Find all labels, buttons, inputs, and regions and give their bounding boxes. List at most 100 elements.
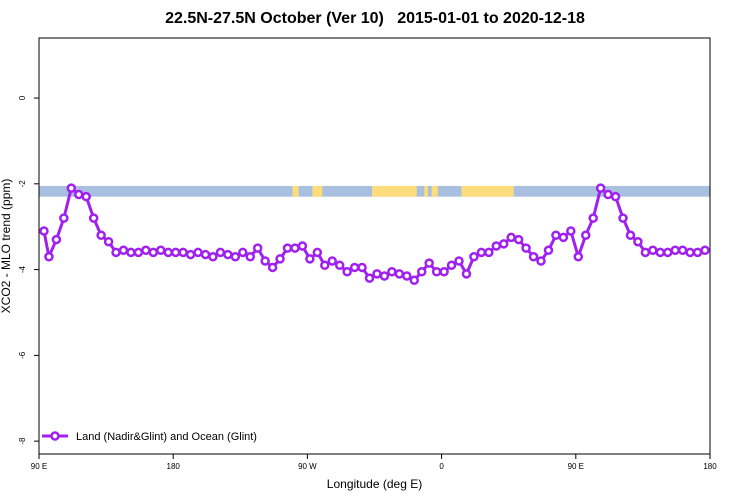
data-point — [692, 247, 703, 258]
series-line — [42, 185, 706, 283]
data-point — [528, 251, 539, 262]
series-layer — [39, 183, 710, 286]
land-segment — [292, 185, 299, 197]
data-point — [66, 183, 77, 193]
data-point — [387, 266, 397, 277]
data-point — [648, 245, 658, 256]
data-point — [357, 262, 367, 273]
data-point — [588, 213, 598, 223]
data-point — [685, 247, 695, 258]
data-point — [297, 241, 308, 251]
data-point — [96, 230, 106, 241]
data-point — [327, 256, 338, 266]
land-segment — [372, 185, 417, 197]
data-point — [439, 266, 449, 277]
data-point — [521, 243, 531, 253]
data-point — [558, 232, 569, 243]
y-axis-label: XCO2 - MLO trend (ppm) — [0, 179, 13, 314]
data-point — [170, 247, 181, 258]
data-point — [111, 247, 121, 258]
legend-marker — [50, 431, 60, 441]
data-point — [402, 271, 412, 281]
data-point — [238, 247, 248, 258]
axes: 90 E 180 90 W 0 90 E 180 0 -2 -4 -6 -8 Longitude (d… — [0, 37, 717, 491]
data-point — [163, 247, 173, 258]
data-point — [178, 247, 188, 258]
data-point — [446, 260, 457, 271]
data-point — [372, 269, 382, 279]
data-point — [498, 239, 509, 249]
data-point — [610, 191, 621, 202]
surface-band — [39, 185, 710, 197]
data-point — [51, 234, 62, 245]
data-point — [200, 249, 211, 260]
chart-title: 22.5N-27.5N October (Ver 10) 2015-01-01 … — [165, 10, 585, 27]
data-point — [677, 245, 688, 256]
x-tick-label: 180 — [703, 462, 717, 471]
data-point — [633, 236, 643, 247]
data-point — [312, 247, 323, 258]
data-point — [640, 247, 651, 258]
data-point — [39, 226, 49, 236]
data-point — [416, 266, 427, 277]
data-point — [267, 262, 278, 273]
data-point — [663, 247, 673, 258]
data-point — [193, 247, 203, 258]
data-point — [74, 189, 84, 200]
data-point — [618, 213, 628, 223]
data-point — [260, 256, 270, 266]
data-point — [349, 262, 360, 273]
land-segment — [461, 185, 514, 197]
data-point — [625, 230, 636, 241]
data-point — [81, 191, 91, 202]
data-point — [252, 243, 263, 253]
data-point — [118, 245, 129, 256]
data-point — [536, 256, 546, 266]
data-point — [103, 236, 114, 247]
data-point — [543, 245, 554, 256]
data-point — [461, 269, 472, 279]
land-segment — [424, 185, 428, 197]
data-point — [655, 247, 666, 258]
data-point — [334, 260, 345, 271]
data-point — [394, 269, 405, 279]
y-tick-label: -8 — [18, 437, 27, 445]
data-point — [476, 247, 487, 258]
data-point — [208, 251, 218, 262]
data-point — [275, 254, 285, 264]
data-point — [603, 189, 613, 200]
land-segment — [431, 185, 438, 197]
data-point — [491, 241, 502, 251]
data-point — [156, 245, 166, 256]
data-point — [230, 251, 241, 262]
data-point — [305, 254, 315, 264]
land-segment — [312, 185, 323, 197]
data-point — [513, 234, 524, 245]
data-point — [185, 249, 196, 260]
data-point — [573, 251, 584, 262]
data-point — [580, 230, 591, 241]
x-axis-label: Longitude (deg E) — [327, 477, 422, 491]
y-tick-label: -2 — [18, 180, 27, 188]
data-point — [245, 251, 255, 262]
data-point — [670, 245, 680, 256]
data-point — [320, 260, 330, 271]
data-point — [290, 243, 300, 253]
x-tick-label: 90 E — [568, 462, 584, 471]
data-point — [133, 247, 144, 258]
data-point — [566, 226, 576, 236]
x-tick-label: 180 — [167, 462, 181, 471]
data-point — [364, 273, 375, 283]
data-point — [484, 247, 494, 258]
legend-label: Land (Nadir&Glint) and Ocean (Glint) — [76, 431, 257, 443]
legend: Land (Nadir&Glint) and Ocean (Glint) — [42, 431, 257, 443]
data-point — [431, 266, 442, 277]
data-point — [59, 213, 69, 223]
data-point — [342, 266, 352, 277]
data-point — [595, 183, 606, 193]
x-tick-label: 90 E — [31, 462, 47, 471]
data-point — [44, 251, 54, 262]
x-tick-label: 0 — [439, 462, 444, 471]
data-point — [126, 247, 136, 258]
